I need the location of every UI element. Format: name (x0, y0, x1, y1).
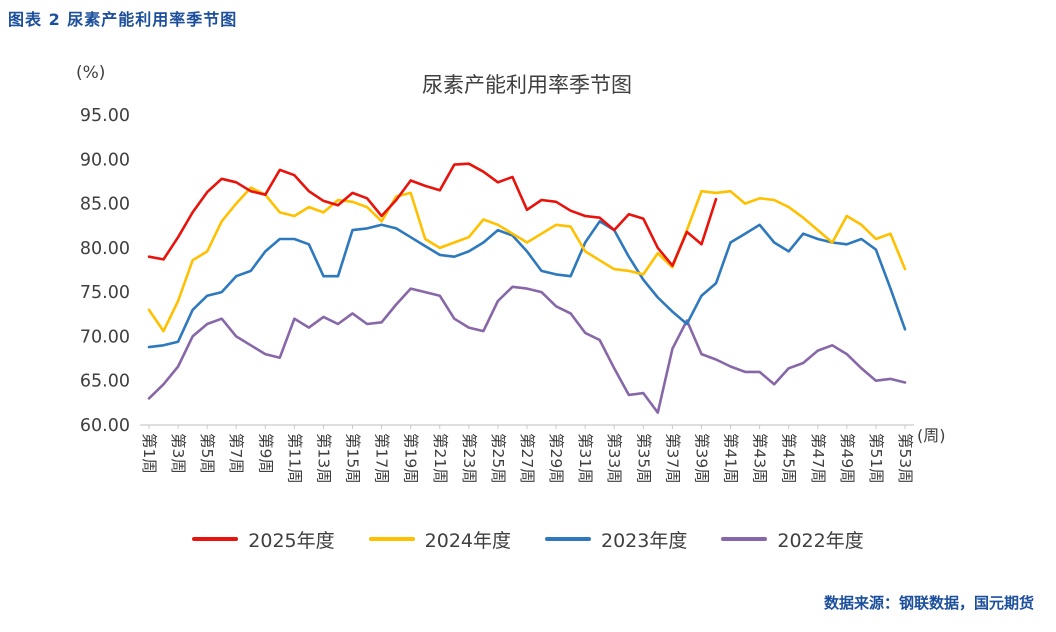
x-tick-label: 第3周 (169, 433, 187, 474)
legend-item: 2024年度 (368, 526, 511, 552)
series-line-2022年度 (147, 285, 907, 414)
x-tick-label: 第43周 (751, 433, 769, 484)
x-tick-label: 第33周 (605, 433, 623, 484)
x-tick-label: 第1周 (140, 433, 158, 474)
y-tick-label: 90.00 (80, 150, 130, 170)
x-axis-unit-label: (周) (917, 426, 946, 445)
x-tick-label: 第29周 (547, 433, 565, 484)
x-tick-label: 第47周 (809, 433, 827, 484)
x-tick-label: 第5周 (198, 433, 216, 474)
legend-item: 2022年度 (721, 526, 864, 552)
x-tick-label: 第21周 (431, 433, 449, 484)
x-tick-label: 第7周 (227, 433, 245, 474)
y-tick-label: 85.00 (80, 195, 130, 215)
x-tick-label: 第49周 (838, 433, 856, 484)
x-tick-label: 第25周 (489, 433, 507, 484)
y-tick-label: 95.00 (80, 106, 130, 126)
legend-line-swatch (545, 537, 591, 541)
x-tick-label: 第19周 (402, 433, 420, 484)
y-tick-label: 70.00 (80, 327, 130, 347)
y-tick-label: 80.00 (80, 239, 130, 259)
chart-title: 尿素产能利用率季节图 (422, 73, 632, 97)
x-tick-label: 第31周 (576, 433, 594, 484)
x-tick-label: 第51周 (867, 433, 885, 484)
figure-caption: 图表 2 尿素产能利用率季节图 (8, 10, 238, 29)
series-line-2024年度 (147, 186, 907, 333)
legend-item: 2023年度 (545, 526, 687, 552)
x-tick-label: 第9周 (256, 433, 274, 474)
y-tick-label: 65.00 (80, 372, 130, 392)
y-tick-label: 60.00 (80, 416, 130, 436)
series-line-2023年度 (147, 220, 907, 349)
x-tick-label: 第17周 (373, 433, 391, 484)
data-source: 数据来源：钢联数据，国元期货 (823, 594, 1034, 612)
y-tick-label: 75.00 (80, 283, 130, 303)
x-tick-label: 第37周 (663, 433, 681, 484)
x-tick-label: 第27周 (518, 433, 536, 484)
x-tick-label: 第45周 (780, 433, 798, 484)
legend-label: 2025年度 (248, 529, 335, 552)
legend-label: 2022年度 (777, 529, 864, 552)
legend-line-swatch (192, 537, 239, 541)
legend-label: 2024年度 (424, 529, 511, 552)
x-tick-label: 第41周 (722, 433, 740, 484)
legend-label: 2023年度 (601, 529, 688, 552)
series-line-2025年度 (147, 162, 718, 267)
x-tick-label: 第35周 (634, 433, 652, 484)
x-tick-label: 第11周 (285, 433, 303, 484)
x-tick-label: 第15周 (344, 433, 362, 484)
x-tick-label: 第13周 (314, 433, 332, 484)
x-tick-label: 第23周 (460, 433, 478, 484)
x-tick-label: 第53周 (896, 433, 914, 484)
seasonal-line-chart: 尿素产能利用率季节图 (%) 95.00 90.00 85.00 80.00 75.00 70… (76, 63, 946, 484)
legend-line-swatch (368, 537, 415, 541)
legend: 2025年度 2024年度 2023年度 2022年度 (0, 526, 1056, 552)
y-axis-unit-label: (%) (76, 63, 105, 83)
legend-line-swatch (721, 537, 768, 541)
x-tick-label: 第39周 (692, 433, 710, 484)
legend-item: 2025年度 (192, 526, 335, 552)
